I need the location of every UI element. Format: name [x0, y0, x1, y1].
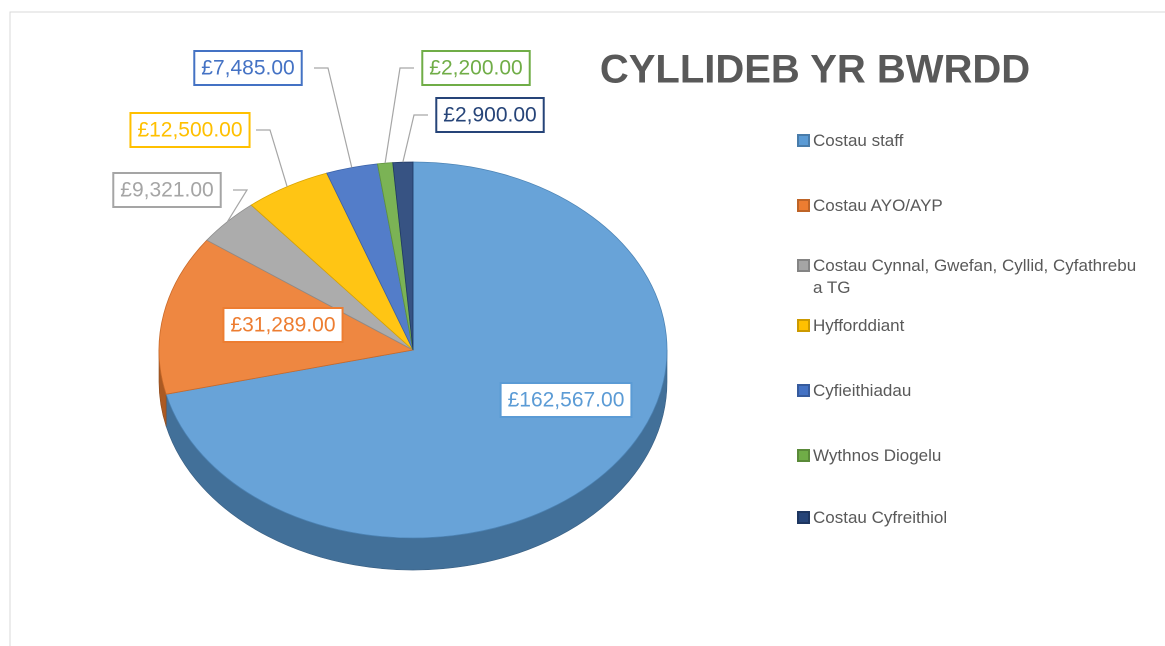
data-label-box [193, 50, 303, 86]
leader-line [402, 114, 428, 163]
leader-line [314, 67, 353, 168]
chart-frame [9, 11, 1165, 646]
legend-swatch [797, 199, 810, 212]
legend-label: Costau Cynnal, Gwefan, Cyllid, Cyfathreb… [813, 256, 1137, 297]
legend-label: Cyfieithiadau [813, 381, 912, 400]
data-label-box [222, 307, 344, 343]
legend-label: Costau staff [813, 131, 904, 150]
data-label: £7,485.00 [201, 57, 294, 80]
legend-swatch [797, 134, 810, 147]
leader-line [256, 129, 288, 187]
legend-entry: Costau AYO/AYP [797, 195, 1137, 217]
legend-entry: Hyfforddiant [797, 315, 1137, 337]
legend-entry: Cyfieithiadau [797, 380, 1137, 402]
legend-swatch [797, 511, 810, 524]
data-label: £9,321.00 [120, 179, 213, 202]
legend-swatch [797, 449, 810, 462]
legend-label: Costau Cyfreithiol [813, 508, 948, 527]
legend-entry: Costau Cynnal, Gwefan, Cyllid, Cyfathreb… [797, 255, 1137, 299]
data-label: £162,567.00 [508, 389, 625, 412]
legend-entry: Wythnos Diogelu [797, 445, 1137, 467]
data-label-box [435, 97, 545, 133]
chart-title: CYLLIDEB YR BWRDD [600, 48, 1030, 92]
legend-label: Hyfforddiant [813, 316, 905, 335]
legend-entry: Costau Cyfreithiol [797, 507, 1137, 529]
legend-entry: Costau staff [797, 130, 1137, 152]
data-label: £2,900.00 [443, 104, 536, 127]
pie-slice [165, 161, 668, 539]
legend-label: Costau AYO/AYP [813, 196, 943, 215]
data-label-box [499, 382, 633, 418]
leader-line [226, 189, 249, 222]
pie-slice [392, 161, 414, 351]
legend-swatch [797, 259, 810, 272]
data-label: £2,200.00 [429, 57, 522, 80]
data-label-box [421, 50, 531, 86]
data-label: £31,289.00 [230, 314, 335, 337]
legend-swatch [797, 319, 810, 332]
legend-label: Wythnos Diogelu [813, 446, 942, 465]
data-label: £12,500.00 [137, 119, 242, 142]
pie-tops [158, 161, 668, 539]
legend-swatch [797, 384, 810, 397]
leader-line [384, 67, 414, 164]
data-label-box [112, 172, 222, 208]
data-label-box [129, 112, 251, 148]
